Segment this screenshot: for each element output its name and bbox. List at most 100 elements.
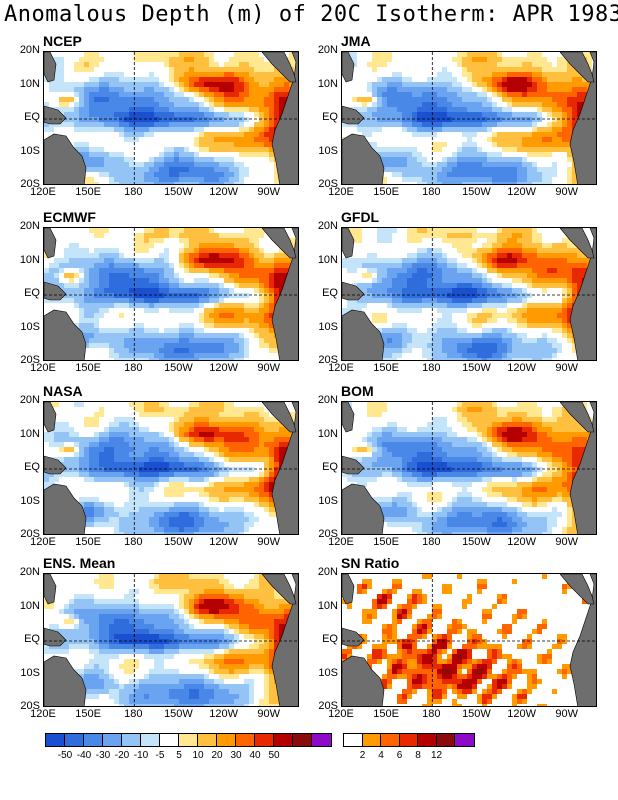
field-cell xyxy=(517,253,523,259)
field-cell xyxy=(89,122,95,128)
field-cell xyxy=(249,328,255,334)
field-cell xyxy=(229,308,235,314)
field-cell xyxy=(264,333,270,339)
field-cell xyxy=(462,157,468,163)
field-cell xyxy=(387,268,393,274)
field-cell xyxy=(84,112,90,118)
field-cell xyxy=(229,288,235,294)
field-cell xyxy=(69,283,75,289)
field-cell xyxy=(467,167,473,173)
field-cell xyxy=(547,228,553,234)
field-cell xyxy=(124,358,130,360)
field-cell xyxy=(229,177,235,183)
field-cell xyxy=(442,92,448,98)
field-cell xyxy=(457,57,463,63)
field-cell xyxy=(522,283,528,289)
field-cell xyxy=(492,137,498,143)
field-cell xyxy=(507,92,513,98)
field-cell xyxy=(159,338,165,344)
field-cell xyxy=(357,283,363,289)
field-cell xyxy=(249,228,255,234)
field-cell xyxy=(149,102,155,108)
field-cell xyxy=(269,182,275,184)
field-cell xyxy=(84,157,90,163)
field-cell xyxy=(239,137,245,143)
field-cell xyxy=(124,112,130,118)
field-cell xyxy=(254,132,260,138)
field-cell xyxy=(452,248,458,254)
field-cell xyxy=(552,87,558,93)
field-cell xyxy=(144,333,150,339)
field-cell xyxy=(244,348,250,354)
field-cell xyxy=(362,127,368,133)
field-cell xyxy=(507,97,513,103)
field-cell xyxy=(104,238,110,244)
field-cell xyxy=(164,328,170,334)
field-cell xyxy=(279,278,285,284)
field-cell xyxy=(517,157,523,163)
field-cell xyxy=(377,67,383,73)
field-cell xyxy=(362,283,368,289)
field-cell xyxy=(194,117,200,123)
field-cell xyxy=(274,343,280,349)
field-cell xyxy=(159,52,165,58)
field-cell xyxy=(482,52,488,58)
field-cell xyxy=(392,142,398,148)
field-cell xyxy=(234,353,240,359)
field-cell xyxy=(482,62,488,68)
field-cell xyxy=(557,67,563,73)
field-cell xyxy=(562,268,568,274)
field-cell xyxy=(164,258,170,264)
field-cell xyxy=(99,117,105,123)
field-cell xyxy=(427,147,433,153)
field-cell xyxy=(274,92,280,98)
field-cell xyxy=(94,127,100,133)
field-cell xyxy=(94,268,100,274)
field-cell xyxy=(44,308,50,314)
field-cell xyxy=(209,328,215,334)
field-cell xyxy=(279,273,285,279)
field-cell xyxy=(567,157,573,163)
field-cell xyxy=(472,273,478,279)
lon-tick-label: 90W xyxy=(555,186,579,198)
field-cell xyxy=(89,308,95,314)
field-cell xyxy=(49,263,55,269)
field-cell xyxy=(417,122,423,128)
field-cell xyxy=(89,127,95,133)
field-cell xyxy=(432,253,438,259)
field-cell xyxy=(457,162,463,168)
field-cell xyxy=(412,87,418,93)
field-cell xyxy=(517,117,523,123)
field-cell xyxy=(124,243,130,249)
field-cell xyxy=(397,283,403,289)
field-cell xyxy=(104,117,110,123)
field-cell xyxy=(572,167,578,173)
field-cell xyxy=(264,162,270,168)
field-cell xyxy=(269,333,275,339)
field-cell xyxy=(214,233,220,239)
field-cell xyxy=(557,273,563,279)
field-cell xyxy=(84,92,90,98)
field-cell xyxy=(422,87,428,93)
field-cell xyxy=(214,278,220,284)
field-cell xyxy=(562,263,568,269)
field-cell xyxy=(99,102,105,108)
field-cell xyxy=(452,238,458,244)
field-cell xyxy=(392,157,398,163)
field-cell xyxy=(114,298,120,304)
field-cell xyxy=(244,122,250,128)
field-cell xyxy=(244,358,250,360)
field-cell xyxy=(89,323,95,329)
field-cell xyxy=(219,288,225,294)
field-cell xyxy=(537,172,543,178)
field-cell xyxy=(367,67,373,73)
field-cell xyxy=(522,52,528,58)
field-cell xyxy=(109,162,115,168)
field-cell xyxy=(134,243,140,249)
field-cell xyxy=(269,323,275,329)
field-cell xyxy=(557,258,563,264)
field-cell xyxy=(397,167,403,173)
field-cell xyxy=(104,67,110,73)
field-cell xyxy=(164,152,170,158)
field-cell xyxy=(204,52,210,58)
